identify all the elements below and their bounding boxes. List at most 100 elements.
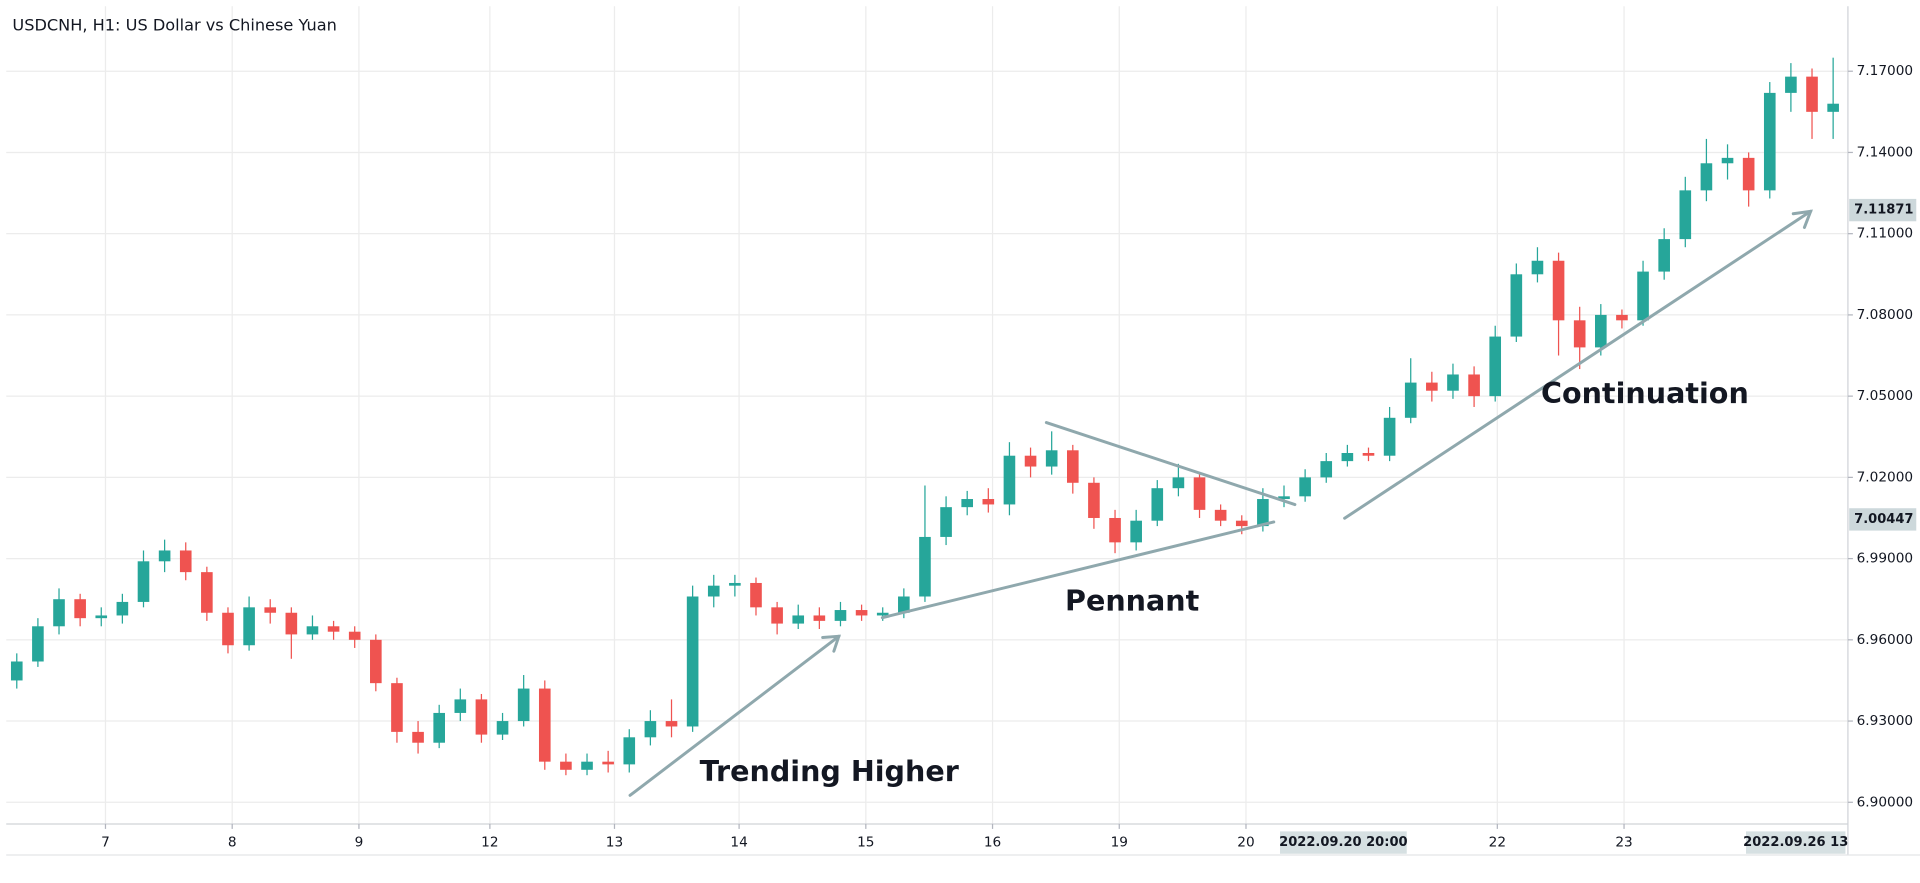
candle-body (1742, 157, 1755, 191)
price-label-box (1849, 508, 1917, 531)
continuation-arrow (1343, 209, 1813, 520)
pennant-lower-line (880, 520, 1276, 620)
x-tick-label: 7 (101, 835, 110, 851)
x-tick-label: 23 (1615, 835, 1632, 851)
candle-body (1658, 239, 1670, 272)
time-label-box (1746, 831, 1846, 854)
candle-body (940, 507, 952, 537)
price-label: 7.11871 (1854, 203, 1913, 218)
y-tick-label: 6.99000 (1857, 551, 1913, 567)
candle-body (538, 688, 551, 762)
y-tick-label: 7.02000 (1857, 469, 1913, 485)
candle-body (1045, 450, 1058, 467)
candle-body (158, 550, 171, 562)
arrow-head (1791, 209, 1813, 229)
candle-body (1489, 336, 1502, 397)
candle-body (560, 761, 572, 770)
candle-body (1024, 455, 1037, 467)
candle-body (306, 626, 319, 635)
y-tick-label: 7.11000 (1857, 226, 1913, 242)
candle-body (1003, 455, 1016, 505)
candle-body (1151, 488, 1164, 521)
x-tick-label: 13 (606, 835, 623, 851)
axes: 6.90000 6.93000 6.96000 6.99000 7.02000 7.050… (101, 63, 1917, 854)
candle-body (32, 626, 44, 662)
y-tick-label: 6.93000 (1857, 713, 1913, 729)
candle-body (982, 499, 995, 505)
candle-body (1109, 517, 1121, 543)
candle-body (686, 596, 699, 727)
candle-body (1278, 496, 1290, 500)
candle-body (602, 761, 614, 765)
candle-body (1362, 452, 1375, 456)
annotation: Pennant (1065, 584, 1199, 618)
candle-body (1806, 76, 1818, 112)
candle-body (1827, 103, 1839, 112)
x-tick-label: 15 (857, 835, 874, 851)
x-tick-label: 22 (1489, 835, 1506, 851)
candle-body (1679, 190, 1692, 240)
candle-body (201, 572, 213, 613)
candle-body (348, 631, 361, 640)
price-label-box (1849, 198, 1917, 222)
candle-body (1721, 157, 1734, 164)
candle-body (496, 721, 509, 735)
candle-body (222, 612, 234, 646)
y-tick-label: 7.05000 (1857, 388, 1913, 404)
time-label: 2022.09.20 20:00 (1279, 835, 1407, 850)
candle-body (1637, 271, 1649, 321)
candle-body (581, 761, 593, 770)
candle-body (1404, 382, 1417, 418)
x-tick-label: 20 (1237, 835, 1254, 851)
x-tick-label: 9 (355, 835, 364, 851)
candle-body (644, 721, 657, 738)
candle-body (792, 615, 805, 624)
candle-body (475, 699, 488, 735)
plot-area (10, 57, 1839, 776)
candle-body (1468, 374, 1480, 397)
time-label: 2022.09.26 13 (1743, 835, 1848, 850)
x-tick-label: 8 (228, 835, 237, 851)
candle-body (74, 599, 86, 619)
chart-title: USDCNH, H1: US Dollar vs Chinese Yuan (12, 16, 336, 35)
candle-body (1763, 92, 1776, 191)
drawings (628, 209, 1813, 797)
candle-body (137, 561, 150, 602)
candle-body (1700, 163, 1713, 191)
candle-body (1066, 450, 1079, 483)
candle-body (1235, 520, 1248, 527)
annotation: Trending Higher (700, 754, 960, 788)
candle-body (1426, 382, 1438, 391)
candle-body (707, 585, 720, 597)
candle-body (1341, 452, 1354, 462)
candle-body (876, 612, 889, 616)
annotation: Continuation (1541, 376, 1749, 410)
candle-body (95, 615, 108, 619)
candle-body (813, 615, 826, 621)
candle-body (10, 661, 23, 681)
candle-body (1573, 320, 1586, 348)
y-tick-label: 7.08000 (1857, 307, 1913, 323)
candle-body (1299, 477, 1311, 497)
candle-body (243, 607, 255, 646)
candle-body (1785, 76, 1797, 93)
trend-arrow (628, 634, 841, 797)
candle-body (517, 688, 530, 722)
price-label: 7.00447 (1854, 512, 1913, 527)
y-tick-label: 6.90000 (1857, 794, 1913, 810)
candle-body (1552, 260, 1565, 321)
candle-body (1130, 520, 1142, 543)
candle-body (1257, 499, 1269, 527)
candle-body (961, 499, 974, 508)
candle-body (855, 610, 868, 616)
time-label-box (1280, 831, 1407, 854)
candle-body (919, 536, 931, 597)
candle-body (1383, 417, 1396, 456)
candle-body (623, 737, 636, 765)
candle-body (1595, 314, 1607, 348)
candle-body (898, 596, 910, 613)
candle-body (53, 599, 65, 627)
candle-body (665, 721, 678, 727)
